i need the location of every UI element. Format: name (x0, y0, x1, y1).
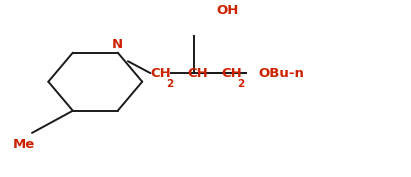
Text: N: N (112, 38, 123, 51)
Text: CH: CH (150, 67, 171, 80)
Text: OH: OH (217, 4, 239, 17)
Text: OBu-n: OBu-n (259, 67, 305, 80)
Text: CH: CH (222, 67, 242, 80)
Text: CH: CH (187, 67, 208, 80)
Text: Me: Me (13, 138, 35, 151)
Text: 2: 2 (237, 79, 245, 89)
Text: 2: 2 (166, 79, 173, 89)
